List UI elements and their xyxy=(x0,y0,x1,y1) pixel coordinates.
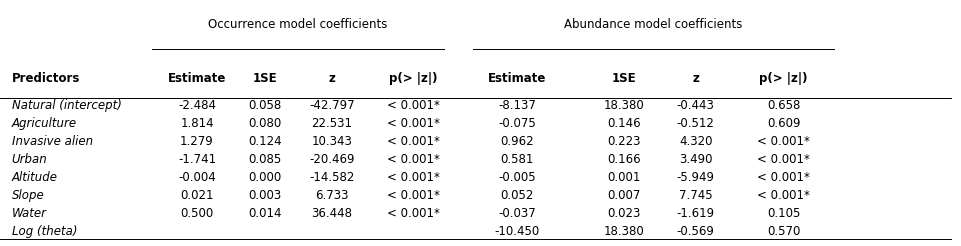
Text: Natural (intercept): Natural (intercept) xyxy=(12,99,121,112)
Text: 18.380: 18.380 xyxy=(604,99,644,112)
Text: 7.745: 7.745 xyxy=(679,189,712,202)
Text: 0.962: 0.962 xyxy=(501,135,533,148)
Text: 0.080: 0.080 xyxy=(248,117,282,130)
Text: -0.004: -0.004 xyxy=(178,171,216,184)
Text: 0.166: 0.166 xyxy=(607,153,640,166)
Text: 22.531: 22.531 xyxy=(311,117,353,130)
Text: 0.007: 0.007 xyxy=(607,189,640,202)
Text: p(> |z|): p(> |z|) xyxy=(389,72,438,85)
Text: -10.450: -10.450 xyxy=(494,225,540,238)
Text: 0.146: 0.146 xyxy=(607,117,640,130)
Text: 1SE: 1SE xyxy=(611,72,636,85)
Text: 0.085: 0.085 xyxy=(248,153,282,166)
Text: < 0.001*: < 0.001* xyxy=(387,153,440,166)
Text: 4.320: 4.320 xyxy=(679,135,712,148)
Text: Altitude: Altitude xyxy=(12,171,58,184)
Text: 0.058: 0.058 xyxy=(248,99,282,112)
Text: < 0.001*: < 0.001* xyxy=(387,99,440,112)
Text: Log (theta): Log (theta) xyxy=(12,225,77,238)
Text: 36.448: 36.448 xyxy=(311,207,353,220)
Text: 0.105: 0.105 xyxy=(767,207,801,220)
Text: -20.469: -20.469 xyxy=(309,153,355,166)
Text: -1.741: -1.741 xyxy=(178,153,216,166)
Text: 0.658: 0.658 xyxy=(767,99,801,112)
Text: < 0.001*: < 0.001* xyxy=(387,171,440,184)
Text: 0.570: 0.570 xyxy=(767,225,801,238)
Text: 1SE: 1SE xyxy=(253,72,277,85)
Text: 0.223: 0.223 xyxy=(607,135,640,148)
Text: < 0.001*: < 0.001* xyxy=(387,189,440,202)
Text: 0.609: 0.609 xyxy=(767,117,801,130)
Text: < 0.001*: < 0.001* xyxy=(387,135,440,148)
Text: Urban: Urban xyxy=(12,153,47,166)
Text: Slope: Slope xyxy=(12,189,44,202)
Text: < 0.001*: < 0.001* xyxy=(757,135,810,148)
Text: -0.443: -0.443 xyxy=(677,99,715,112)
Text: < 0.001*: < 0.001* xyxy=(757,171,810,184)
Text: -0.005: -0.005 xyxy=(498,171,536,184)
Text: -2.484: -2.484 xyxy=(178,99,216,112)
Text: z: z xyxy=(329,72,335,85)
Text: Estimate: Estimate xyxy=(168,72,226,85)
Text: z: z xyxy=(692,72,700,85)
Text: -8.137: -8.137 xyxy=(498,99,536,112)
Text: 3.490: 3.490 xyxy=(679,153,712,166)
Text: 0.003: 0.003 xyxy=(248,189,282,202)
Text: 0.023: 0.023 xyxy=(607,207,640,220)
Text: < 0.001*: < 0.001* xyxy=(387,117,440,130)
Text: Abundance model coefficients: Abundance model coefficients xyxy=(564,18,743,31)
Text: Predictors: Predictors xyxy=(12,72,80,85)
Text: -42.797: -42.797 xyxy=(309,99,355,112)
Text: Water: Water xyxy=(12,207,46,220)
Text: 10.343: 10.343 xyxy=(311,135,353,148)
Text: 0.001: 0.001 xyxy=(607,171,640,184)
Text: 0.052: 0.052 xyxy=(501,189,533,202)
Text: 0.014: 0.014 xyxy=(248,207,282,220)
Text: 0.581: 0.581 xyxy=(501,153,533,166)
Text: -0.037: -0.037 xyxy=(498,207,536,220)
Text: Occurrence model coefficients: Occurrence model coefficients xyxy=(209,18,387,31)
Text: -5.949: -5.949 xyxy=(677,171,715,184)
Text: -0.569: -0.569 xyxy=(677,225,715,238)
Text: Agriculture: Agriculture xyxy=(12,117,77,130)
Text: -0.075: -0.075 xyxy=(498,117,536,130)
Text: 0.124: 0.124 xyxy=(248,135,282,148)
Text: Invasive alien: Invasive alien xyxy=(12,135,92,148)
Text: p(> |z|): p(> |z|) xyxy=(759,72,808,85)
Text: Estimate: Estimate xyxy=(488,72,546,85)
Text: < 0.001*: < 0.001* xyxy=(757,153,810,166)
Text: -1.619: -1.619 xyxy=(677,207,715,220)
Text: 18.380: 18.380 xyxy=(604,225,644,238)
Text: 0.500: 0.500 xyxy=(181,207,213,220)
Text: -14.582: -14.582 xyxy=(309,171,355,184)
Text: 1.814: 1.814 xyxy=(181,117,213,130)
Text: < 0.001*: < 0.001* xyxy=(757,189,810,202)
Text: 6.733: 6.733 xyxy=(315,189,349,202)
Text: 0.000: 0.000 xyxy=(248,171,282,184)
Text: -0.512: -0.512 xyxy=(677,117,715,130)
Text: 0.021: 0.021 xyxy=(181,189,213,202)
Text: 1.279: 1.279 xyxy=(180,135,214,148)
Text: < 0.001*: < 0.001* xyxy=(387,207,440,220)
